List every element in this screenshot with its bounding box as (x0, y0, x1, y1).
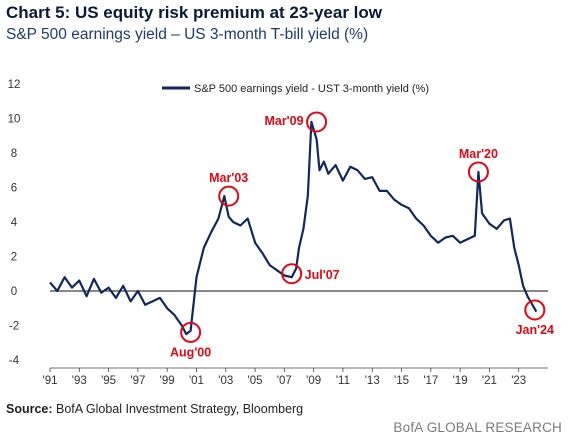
annotation-circle (218, 185, 240, 207)
y-tick-label: 12 (8, 79, 21, 91)
x-tick-label: '11 (336, 375, 350, 387)
annotation-circle (180, 321, 202, 343)
y-tick-label: 10 (8, 114, 21, 126)
annotation-circle (524, 299, 546, 321)
y-tick-label: -4 (9, 355, 20, 367)
source-label: Source: (6, 402, 53, 416)
x-tick-label: '15 (394, 375, 409, 387)
annotation-label: Jan'24 (516, 323, 554, 337)
series-line (49, 120, 538, 336)
x-tick-label: '91 (43, 375, 58, 387)
y-tick-label: 0 (11, 286, 17, 298)
annotation-label: Mar'03 (209, 171, 248, 185)
source-text: BofA Global Investment Strategy, Bloombe… (52, 402, 304, 416)
legend-label: S&P 500 earnings yield - UST 3-month yie… (194, 83, 429, 95)
annotation-label: Jul'07 (305, 268, 340, 282)
x-tick-label: '09 (306, 375, 321, 387)
x-tick-label: '21 (482, 375, 497, 387)
source-note: Source: BofA Global Investment Strategy,… (6, 402, 303, 416)
x-tick-label: '95 (101, 375, 116, 387)
y-tick-label: 2 (11, 252, 17, 264)
brand-label: BofA GLOBAL RESEARCH (393, 420, 562, 435)
x-tick-label: '03 (218, 375, 233, 387)
x-tick-label: '93 (72, 375, 87, 387)
chart-subtitle: S&P 500 earnings yield – US 3-month T-bi… (6, 26, 369, 43)
annotation-circle (306, 111, 328, 133)
x-tick-label: '07 (277, 375, 292, 387)
y-tick-label: -2 (9, 321, 19, 333)
annotation-label: Mar'09 (264, 114, 303, 128)
x-tick-label: '19 (453, 375, 468, 387)
annotation-circle (467, 161, 489, 183)
chart-title: Chart 5: US equity risk premium at 23-ye… (6, 3, 383, 22)
x-tick-label: '05 (248, 375, 263, 387)
x-tick-label: '99 (160, 375, 175, 387)
y-tick-label: 6 (11, 183, 17, 195)
x-tick-label: '01 (189, 375, 204, 387)
x-tick-label: '13 (365, 375, 380, 387)
x-tick-label: '23 (511, 375, 526, 387)
x-tick-label: '17 (423, 375, 438, 387)
y-tick-label: 4 (11, 217, 18, 229)
annotation-label: Mar'20 (459, 147, 498, 161)
y-tick-label: 8 (11, 148, 17, 160)
annotation-label: Aug'00 (170, 345, 211, 359)
x-tick-label: '97 (130, 375, 145, 387)
annotation-circle (281, 263, 303, 285)
